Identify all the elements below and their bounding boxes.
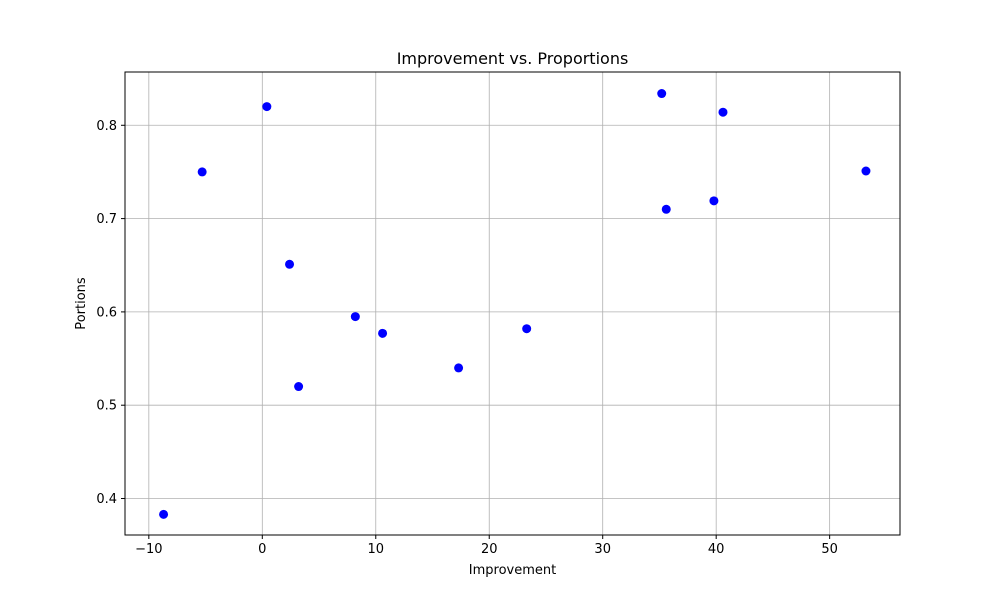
x-axis-label: Improvement bbox=[469, 563, 556, 578]
data-point-8 bbox=[522, 324, 532, 334]
data-point-3 bbox=[285, 259, 295, 269]
y-axis-label: Portions bbox=[74, 277, 89, 330]
y-tick-label: 0.7 bbox=[96, 212, 117, 227]
y-tick-label: 0.5 bbox=[96, 399, 117, 414]
x-tick-label: 10 bbox=[367, 542, 384, 557]
plot-frame bbox=[124, 71, 901, 536]
data-point-13 bbox=[861, 166, 871, 176]
data-point-11 bbox=[709, 196, 719, 206]
data-point-6 bbox=[378, 328, 388, 338]
x-tick-label: 50 bbox=[821, 542, 838, 557]
y-tick-label: 0.6 bbox=[96, 305, 117, 320]
x-tick-label: 30 bbox=[594, 542, 611, 557]
x-tick-label: 0 bbox=[258, 542, 266, 557]
y-tick-label: 0.8 bbox=[96, 119, 117, 134]
x-tick-label: 20 bbox=[481, 542, 498, 557]
x-tick-label: 40 bbox=[708, 542, 725, 557]
data-point-10 bbox=[661, 204, 671, 214]
data-point-12 bbox=[718, 107, 728, 117]
data-point-4 bbox=[294, 382, 304, 392]
data-point-0 bbox=[159, 509, 169, 519]
data-point-5 bbox=[350, 312, 360, 322]
data-point-2 bbox=[262, 102, 272, 112]
data-point-9 bbox=[657, 89, 667, 99]
data-points bbox=[159, 89, 871, 519]
y-tick-label: 0.4 bbox=[96, 492, 117, 507]
x-tick-label: −10 bbox=[135, 542, 162, 557]
data-point-1 bbox=[197, 167, 207, 177]
ticks: −10 0 10 20 30 40 50 0.4 0.5 0.6 0.7 0.8 bbox=[96, 119, 838, 557]
grid bbox=[125, 72, 900, 535]
data-point-7 bbox=[454, 363, 464, 373]
chart-title: Improvement vs. Proportions bbox=[397, 49, 629, 68]
